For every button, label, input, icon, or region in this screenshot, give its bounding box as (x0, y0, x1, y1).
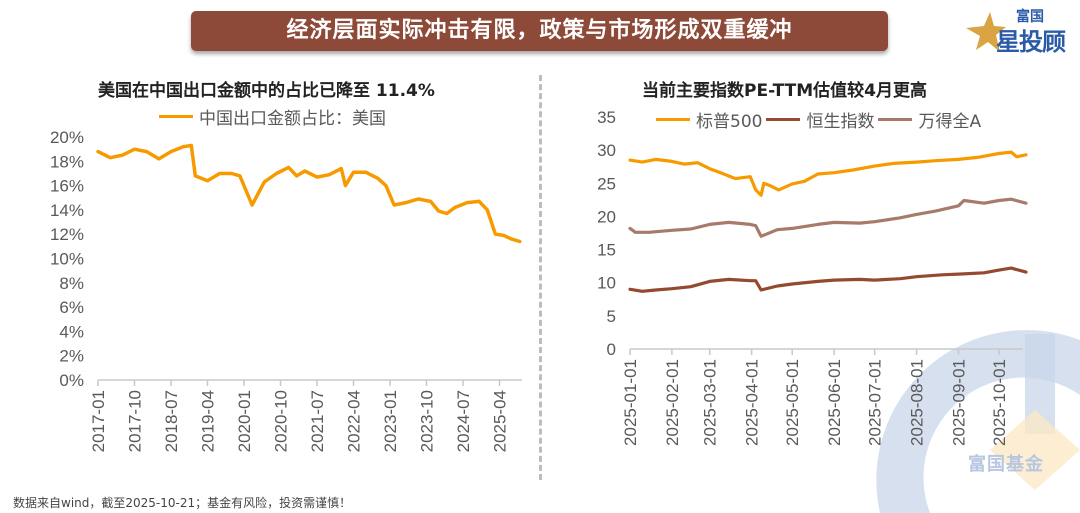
x-tick-label: 2023-10 (418, 390, 437, 452)
logo-text-line2: 星投顾 (996, 28, 1066, 56)
legend-swatch (656, 118, 690, 121)
y-tick-label: 15 (597, 241, 616, 260)
chart-divider (539, 75, 542, 480)
x-tick-label: 2021-07 (308, 390, 327, 452)
x-tick-label: 2025-10-01 (990, 359, 1009, 446)
y-tick-label: 6% (59, 298, 84, 317)
y-tick-label: 2% (59, 347, 84, 366)
legend-label: 恒生指数 (806, 112, 875, 132)
y-tick-label: 5 (607, 307, 616, 326)
x-tick-label: 2025-02-01 (663, 359, 682, 446)
logo-text-line1: 富国 (1016, 9, 1044, 25)
legend-item: 中国出口金额占比：美国 (159, 104, 386, 129)
x-tick-label: 2018-07 (162, 390, 181, 452)
y-tick-label: 35 (597, 108, 616, 127)
brand-logo: 富国 星投顾 (958, 4, 1078, 56)
x-tick-label: 2025-01-01 (621, 359, 640, 446)
left-chart: 0% 2% 4% 6% 8% 10% 12% 14% 16% 18% 20% 2017-01 2017-… (50, 128, 522, 452)
legend-item: 恒生指数 (766, 107, 874, 132)
x-tick-label: 2025-08-01 (908, 359, 927, 446)
x-tick-label: 2020-10 (272, 390, 291, 452)
legend-swatch (878, 118, 913, 121)
legend-label: 万得全A (918, 112, 982, 132)
x-tick-label: 2020-01 (235, 390, 254, 452)
y-tick-label: 0 (607, 340, 616, 359)
y-tick-label: 14% (50, 201, 84, 220)
y-tick-label: 16% (50, 177, 84, 196)
x-tick-label: 2024-07 (454, 390, 473, 452)
x-tick-label: 2025-05-01 (783, 359, 802, 446)
y-tick-label: 12% (50, 225, 84, 244)
y-tick-label: 10% (50, 250, 84, 269)
y-tick-label: 25 (597, 174, 616, 193)
left-chart-title: 美国在中国出口金额中的占比已降至 11.4% (98, 81, 435, 101)
left-chart-legend: 中国出口金额占比：美国 (159, 104, 390, 129)
legend-label: 中国出口金额占比：美国 (199, 109, 386, 129)
y-tick-label: 30 (597, 141, 616, 160)
series-line (628, 266, 1028, 293)
y-tick-label: 10 (597, 274, 616, 293)
x-tick-label: 2017-01 (89, 390, 108, 452)
series-line (96, 143, 522, 244)
x-tick-label: 2025-06-01 (825, 359, 844, 446)
y-tick-label: 4% (59, 322, 84, 341)
x-tick-label: 2019-04 (199, 390, 218, 452)
y-tick-label: 20% (50, 128, 84, 147)
y-tick-label: 18% (50, 152, 84, 171)
series-line (628, 197, 1028, 238)
x-tick-label: 2022-04 (345, 390, 364, 452)
y-tick-label: 20 (597, 207, 616, 226)
x-tick-label: 2017-10 (126, 390, 145, 452)
legend-swatch (159, 115, 193, 118)
x-tick-label: 2025-04 (491, 390, 510, 452)
series-line (628, 150, 1028, 197)
x-tick-label: 2025-07-01 (866, 359, 885, 446)
y-tick-label: 0% (59, 371, 84, 390)
legend-item: 标普500 (656, 107, 762, 132)
right-chart-legend: 标普500 恒生指数 万得全A (656, 107, 985, 132)
x-tick-label: 2025-04-01 (743, 359, 762, 446)
banner-title: 经济层面实际冲击有限，政策与市场形成双重缓冲 (191, 11, 888, 51)
legend-swatch (766, 118, 801, 121)
x-tick-label: 2025-03-01 (701, 359, 720, 446)
legend-label: 标普500 (696, 112, 763, 132)
footer-note: 数据来自wind，截至2025-10-21；基金有风险，投资需谨慎！ (13, 496, 352, 510)
legend-item: 万得全A (878, 107, 981, 132)
x-tick-label: 2025-09-01 (949, 359, 968, 446)
y-tick-label: 8% (59, 274, 84, 293)
right-chart: 0 5 10 15 20 25 30 35 2025-01-01 2025-02-01 2025-0… (597, 108, 1028, 446)
star-icon (966, 12, 1006, 52)
x-tick-label: 2023-01 (381, 390, 400, 452)
right-chart-title: 当前主要指数PE-TTM估值较4月更高 (642, 81, 927, 101)
